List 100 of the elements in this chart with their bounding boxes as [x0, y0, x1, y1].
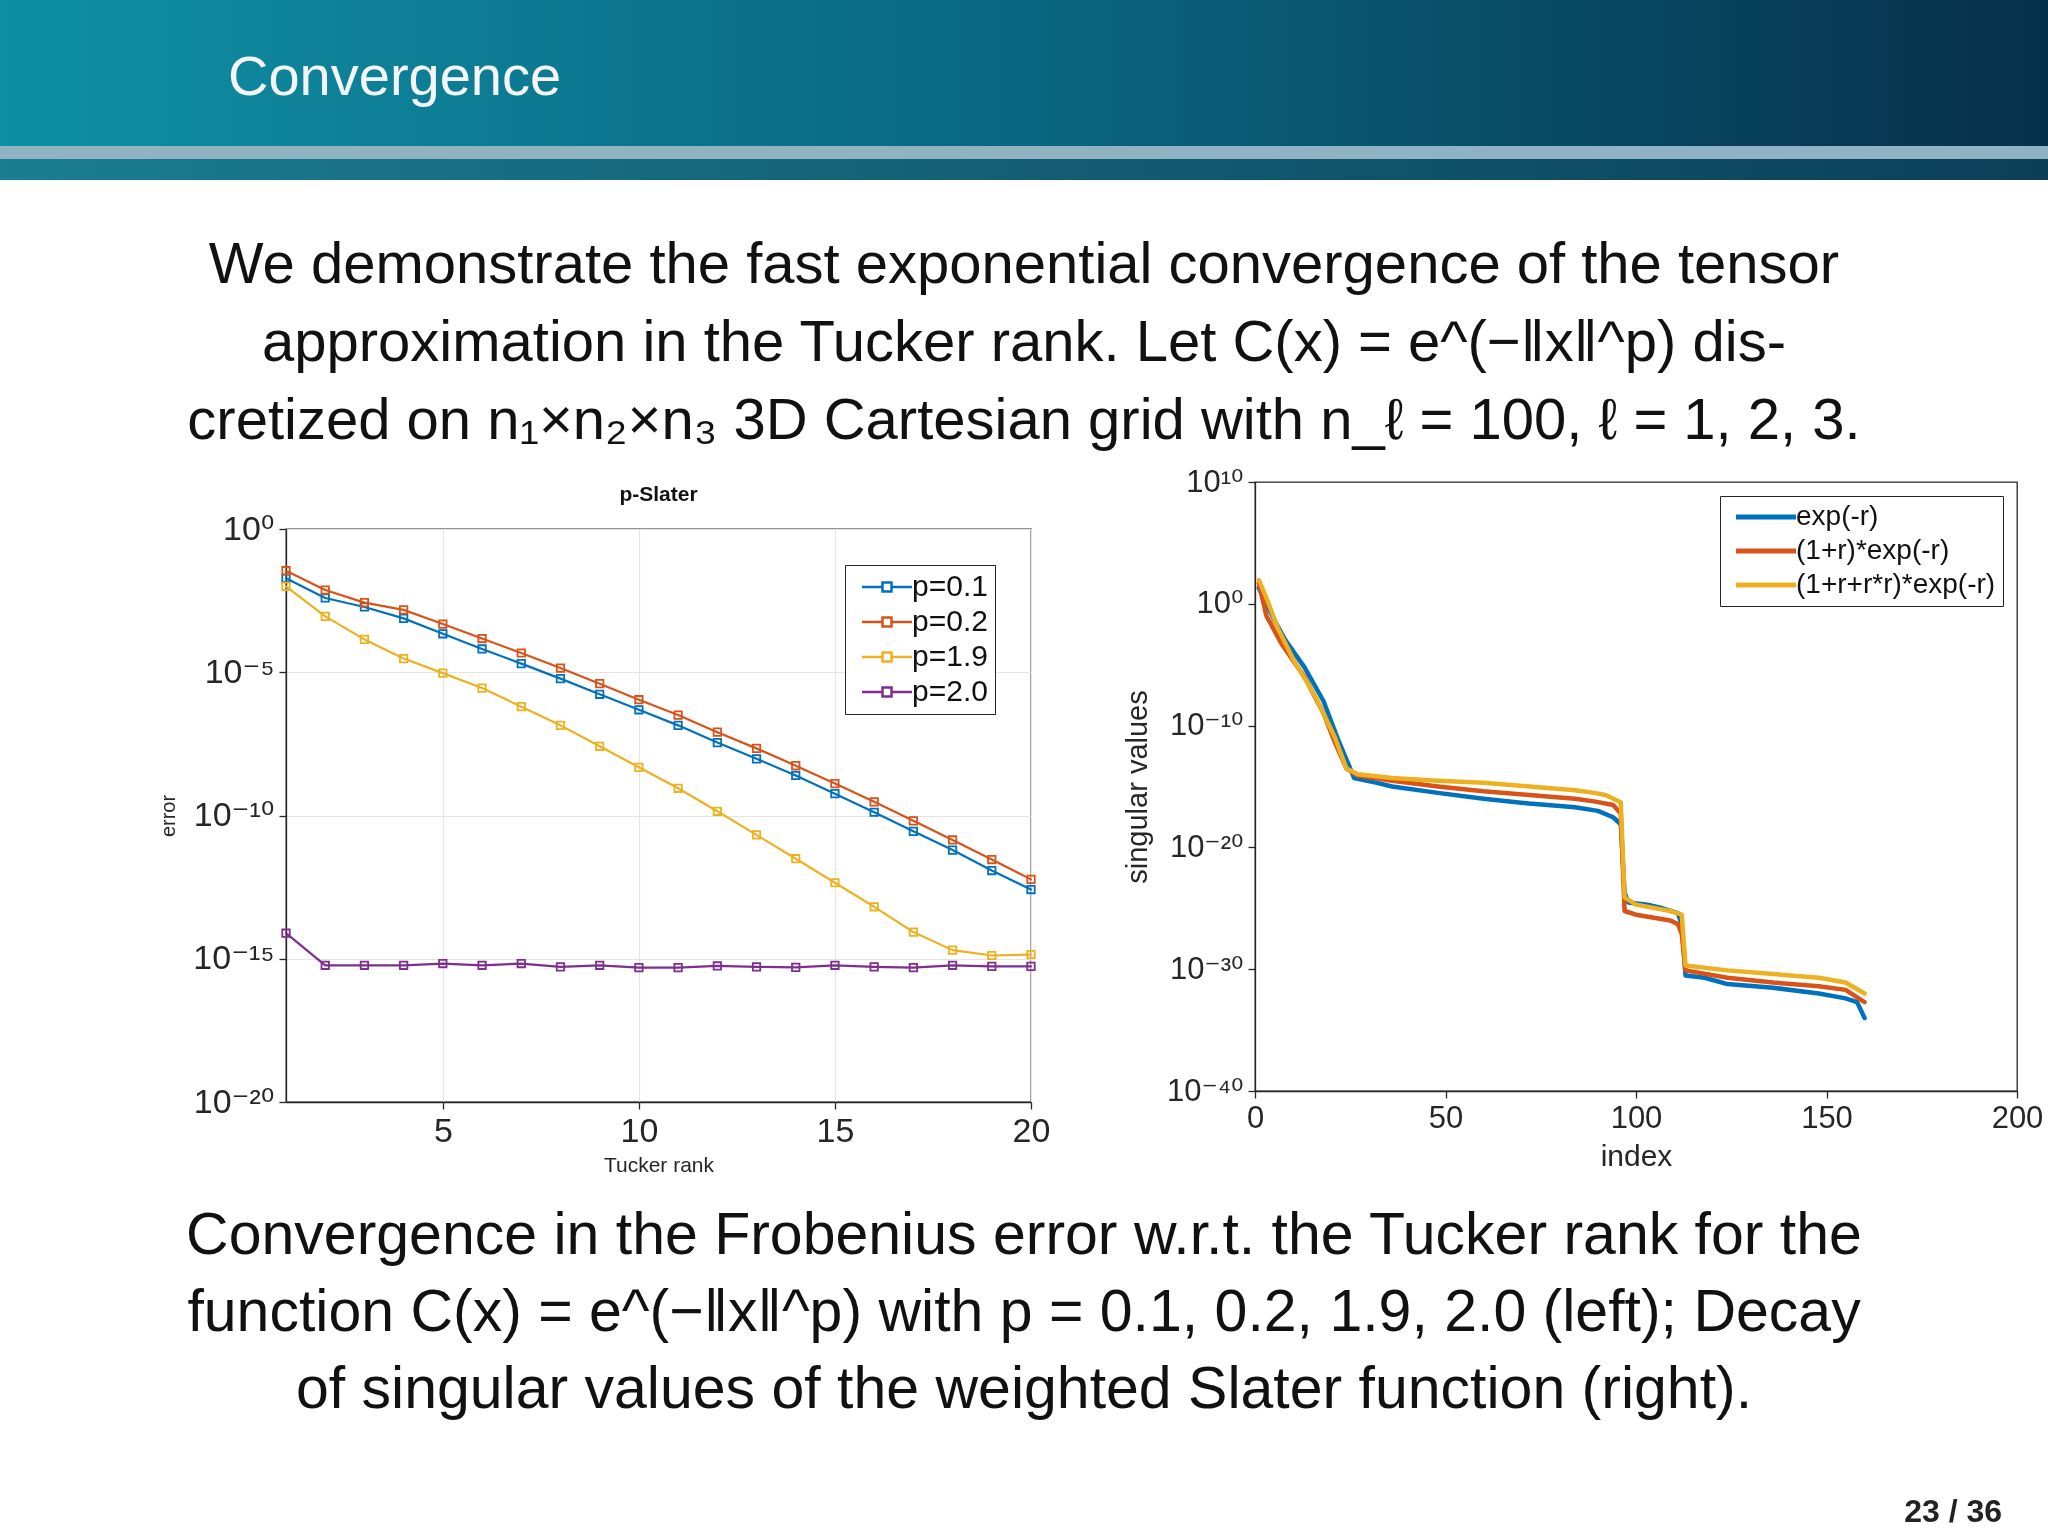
- point: [477, 683, 487, 693]
- legend-label: p=1.9: [912, 639, 988, 672]
- point: [830, 878, 840, 888]
- point: [791, 854, 801, 864]
- point: [1026, 949, 1036, 960]
- point: [359, 634, 370, 645]
- point: [830, 778, 840, 789]
- y-tick-label: 10⁻¹⁰: [193, 795, 275, 833]
- point: [399, 605, 409, 615]
- legend-label: exp(-r): [1796, 500, 1879, 531]
- point: [399, 613, 409, 623]
- text: We demonstrate the fast exponential convergence of the tensor approximation in the Tucker rank. Let C(x) = e^(−‖x‖^p) dis- cretized on n₁×n₂×n₃ 3D Cartesian grid with n_ℓ = 100, ℓ = 1, 2, 3.: [187, 230, 1861, 451]
- point: [751, 962, 762, 972]
- point: [869, 962, 879, 972]
- text: 23 / 36: [1904, 1493, 2002, 1529]
- legend-label: (1+r+r*r)*exp(-r): [1796, 568, 1996, 599]
- x-tick-label: 10: [620, 1110, 659, 1149]
- point: [320, 960, 330, 970]
- point: [281, 581, 291, 591]
- point: [634, 695, 644, 705]
- point: [359, 960, 370, 970]
- point: [987, 961, 997, 972]
- point: [281, 928, 291, 938]
- point: [320, 585, 330, 595]
- point: [555, 674, 566, 684]
- legend-label: (1+r)*exp(-r): [1796, 534, 1950, 565]
- point: [987, 950, 997, 961]
- point: [673, 783, 683, 793]
- point: [673, 963, 683, 973]
- point: [1026, 961, 1036, 972]
- point: [712, 738, 722, 748]
- y-tick-label: 10¹⁰: [1186, 463, 1244, 499]
- x-tick-label: 200: [1991, 1099, 2044, 1135]
- x-axis-title: index: [1600, 1138, 1673, 1172]
- y-tick-label: 10⁻¹⁰: [1169, 707, 1244, 743]
- point: [869, 902, 879, 912]
- point: [908, 963, 918, 973]
- point: [908, 927, 918, 937]
- point: [712, 961, 722, 971]
- point: [712, 806, 722, 816]
- point: [830, 960, 840, 970]
- point: [477, 960, 487, 970]
- point: [399, 653, 409, 664]
- point: [320, 593, 330, 603]
- point: [320, 611, 330, 622]
- x-tick-label: 15: [816, 1110, 855, 1149]
- point: [438, 629, 448, 639]
- point: [359, 597, 370, 608]
- point: [477, 644, 487, 654]
- x-tick-label: 20: [1012, 1110, 1051, 1149]
- point: [281, 566, 291, 576]
- point: [712, 727, 722, 737]
- point: [438, 958, 448, 969]
- point: [595, 689, 605, 699]
- y-tick-label: 10⁻²⁰: [193, 1081, 275, 1120]
- y-tick-label: 10⁻¹⁵: [193, 938, 275, 977]
- point: [751, 754, 762, 764]
- legend-label: p=2.0: [912, 674, 988, 707]
- point: [516, 648, 526, 658]
- point: [751, 743, 762, 753]
- point: [438, 668, 448, 678]
- point: [1026, 874, 1036, 884]
- y-tick-label: 10⁻⁴⁰: [1166, 1072, 1244, 1108]
- x-tick-label: 0: [1246, 1099, 1265, 1135]
- point: [908, 826, 918, 836]
- x-tick-label: 100: [1610, 1099, 1663, 1135]
- y-axis-title: singular values: [1120, 690, 1153, 884]
- point: [555, 663, 566, 673]
- point: [947, 945, 958, 955]
- point: [555, 720, 566, 730]
- point: [595, 960, 605, 970]
- point: [947, 845, 958, 855]
- x-tick-label: 150: [1801, 1099, 1853, 1135]
- point: [438, 619, 448, 629]
- point: [281, 573, 291, 583]
- x-tick-label: 50: [1428, 1099, 1464, 1135]
- point: [987, 865, 997, 876]
- point: [830, 789, 840, 799]
- point: [516, 958, 526, 969]
- point: [634, 762, 644, 772]
- point: [947, 835, 958, 845]
- point: [555, 962, 566, 972]
- chart-title: p-Slater: [619, 482, 698, 505]
- y-tick-label: 10⁻⁵: [204, 651, 275, 690]
- text: Convergence: [228, 44, 562, 107]
- point: [399, 960, 409, 970]
- point: [908, 816, 918, 826]
- point: [987, 854, 997, 865]
- point: [751, 830, 762, 840]
- point: [1026, 884, 1036, 895]
- point: [595, 679, 605, 689]
- y-tick-label: 10⁰: [223, 508, 275, 547]
- point: [477, 633, 487, 644]
- point: [791, 770, 801, 781]
- point: [673, 720, 683, 730]
- y-tick-label: 10⁰: [1196, 585, 1244, 621]
- point: [516, 659, 526, 669]
- point: [595, 741, 605, 751]
- point: [673, 710, 683, 720]
- point: [791, 962, 801, 972]
